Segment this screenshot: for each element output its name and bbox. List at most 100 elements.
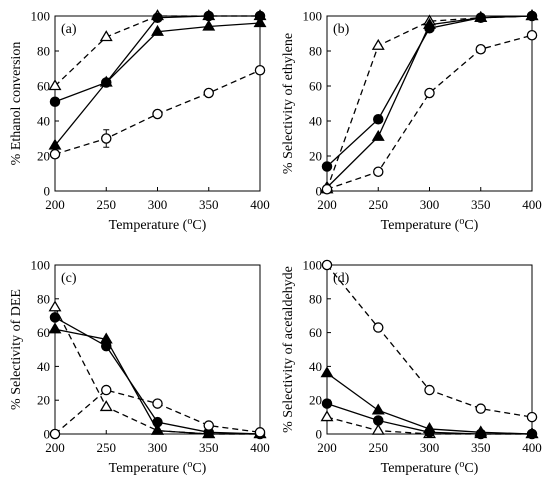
series-3-point bbox=[525, 427, 539, 439]
x-tick-label: 400 bbox=[522, 440, 542, 455]
series-3-point bbox=[48, 322, 62, 334]
series-4-point bbox=[424, 384, 435, 396]
y-axis-label: % Selectivity of acetaldehyde bbox=[281, 266, 296, 433]
series-4-point bbox=[101, 384, 112, 396]
y-tick-label: 0 bbox=[316, 184, 323, 199]
series-2-point bbox=[203, 10, 214, 22]
panel-a: 0 20 40 60 80 100 200 250 300 350 400 Temperature (… bbox=[9, 9, 270, 234]
series-3-point bbox=[99, 332, 113, 344]
series-2-point bbox=[372, 114, 384, 125]
x-tick-label: 350 bbox=[199, 440, 219, 455]
series-4-point bbox=[152, 108, 163, 120]
y-tick-label: 20 bbox=[37, 149, 50, 164]
x-tick-label: 200 bbox=[317, 440, 337, 455]
series-4-point bbox=[152, 398, 163, 409]
series-3-point bbox=[474, 10, 488, 22]
x-tick-label: 400 bbox=[522, 197, 542, 212]
series-4-point bbox=[321, 259, 333, 271]
series-4-line bbox=[326, 34, 533, 190]
x-tick-label: 400 bbox=[250, 197, 270, 212]
x-tick-label: 300 bbox=[420, 440, 440, 455]
x-tick-label: 350 bbox=[471, 440, 491, 455]
x-tick-label: 350 bbox=[199, 197, 219, 212]
x-tick-label: 350 bbox=[471, 197, 491, 212]
series-3-point bbox=[48, 138, 62, 150]
series-2-point bbox=[152, 12, 163, 23]
x-tick-label: 200 bbox=[45, 197, 65, 212]
y-axis-label: % Selectivity of ethylene bbox=[281, 33, 296, 174]
y-tick-label: 40 bbox=[309, 114, 322, 129]
series-4-point bbox=[321, 183, 333, 195]
series-3-point bbox=[525, 9, 539, 21]
x-tick-label: 300 bbox=[420, 197, 440, 212]
series-1-point bbox=[371, 423, 385, 435]
y-tick-label: 60 bbox=[309, 325, 322, 340]
y-axis-label: % Ethanol conversion bbox=[9, 42, 24, 166]
series-4-point bbox=[254, 65, 266, 76]
y-tick-label: 60 bbox=[37, 79, 50, 94]
y-tick-label: 60 bbox=[309, 79, 322, 94]
panel-label: (c) bbox=[61, 271, 77, 286]
x-axis-label: Temperature (oC) bbox=[109, 216, 207, 233]
panel-label: (a) bbox=[61, 22, 77, 37]
series-2-point bbox=[49, 96, 61, 108]
series-3-point bbox=[371, 403, 385, 415]
y-tick-label: 100 bbox=[303, 258, 323, 273]
series-3-line bbox=[54, 22, 261, 146]
x-tick-label: 200 bbox=[45, 440, 65, 455]
series-1-line bbox=[326, 15, 533, 190]
series-4-point bbox=[203, 420, 214, 431]
y-tick-label: 100 bbox=[31, 9, 51, 24]
series-3-point bbox=[202, 427, 216, 439]
series-3-point bbox=[202, 19, 216, 31]
y-tick-label: 40 bbox=[37, 359, 50, 374]
series-3-point bbox=[99, 75, 113, 87]
series-4-point bbox=[526, 411, 538, 423]
series-4-point bbox=[526, 29, 538, 41]
series-3-point bbox=[474, 425, 488, 437]
series-4-point bbox=[475, 403, 486, 414]
series-2-point bbox=[372, 415, 384, 426]
series-3-point bbox=[253, 16, 267, 28]
series-4-point bbox=[203, 87, 214, 99]
series-1-point bbox=[99, 400, 113, 412]
series-1-point bbox=[48, 79, 62, 91]
y-tick-label: 80 bbox=[37, 44, 50, 59]
plot-frame bbox=[326, 264, 533, 435]
series-1-point bbox=[320, 410, 334, 422]
series-4-point bbox=[254, 427, 266, 438]
x-tick-label: 400 bbox=[250, 440, 270, 455]
y-tick-label: 20 bbox=[37, 393, 50, 408]
x-tick-label: 250 bbox=[369, 440, 389, 455]
series-3-point bbox=[320, 366, 334, 378]
series-1-point bbox=[48, 300, 62, 312]
plot-frame bbox=[54, 15, 261, 192]
x-axis-label: Temperature (oC) bbox=[109, 459, 207, 476]
series-4-point bbox=[424, 87, 435, 99]
x-tick-label: 200 bbox=[317, 197, 337, 212]
series-1-point bbox=[371, 38, 385, 50]
y-tick-label: 60 bbox=[37, 325, 50, 340]
y-tick-label: 20 bbox=[309, 149, 322, 164]
y-tick-label: 100 bbox=[31, 258, 51, 273]
y-tick-label: 0 bbox=[316, 427, 323, 442]
series-2-point bbox=[321, 398, 333, 409]
x-tick-label: 250 bbox=[97, 440, 117, 455]
panel-label: (d) bbox=[333, 271, 350, 286]
panel-b: 0 20 40 60 80 100 200 250 300 350 400 Temperature (… bbox=[281, 9, 542, 234]
series-1-point bbox=[99, 30, 113, 42]
y-tick-label: 80 bbox=[309, 291, 322, 306]
series-4-point bbox=[49, 428, 61, 440]
x-tick-label: 300 bbox=[148, 440, 168, 455]
series-3-point bbox=[423, 422, 436, 434]
series-4-point bbox=[372, 322, 384, 333]
panel-d: 0 20 40 60 80 100 200 250 300 350 400 Temperature (… bbox=[281, 258, 542, 477]
y-tick-label: 80 bbox=[37, 291, 50, 306]
y-axis-label: % Selectivity of DEE bbox=[9, 289, 24, 410]
panel-label: (b) bbox=[333, 22, 350, 37]
y-tick-label: 40 bbox=[37, 114, 50, 129]
x-axis-label: Temperature (oC) bbox=[381, 216, 479, 233]
series-4-point bbox=[372, 166, 384, 177]
series-4-point bbox=[475, 44, 486, 55]
